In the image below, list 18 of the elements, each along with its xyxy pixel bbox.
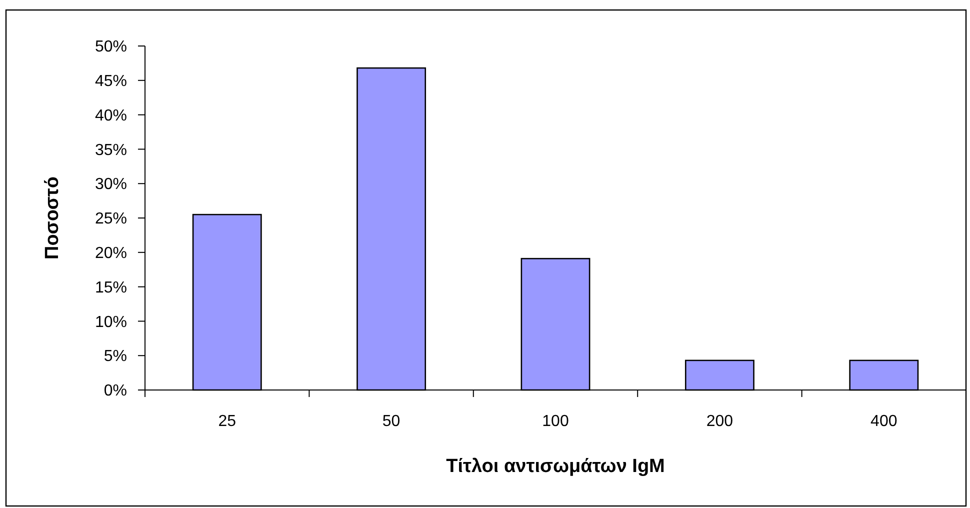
x-tick-label: 25 (218, 413, 236, 430)
y-tick-label: 5% (104, 348, 127, 366)
y-tick-label: 45% (94, 73, 127, 90)
y-tick-label: 20% (94, 245, 127, 262)
x-tick-label: 50 (382, 413, 400, 430)
y-tick-label: 50% (94, 38, 127, 56)
y-tick-label: 35% (94, 142, 127, 159)
x-axis-title: Τίτλοι αντισωμάτων IgM (446, 456, 665, 477)
x-tick-label: 200 (706, 413, 734, 430)
y-tick-label: 0% (104, 382, 127, 400)
x-tick-label: 100 (542, 413, 569, 430)
y-tick-label: 40% (94, 107, 127, 124)
y-axis-title: Ποσοστό (42, 176, 63, 260)
y-tick-label: 15% (94, 279, 127, 296)
y-tick-label: 25% (94, 210, 127, 228)
y-tick-label: 10% (94, 314, 127, 331)
x-tick-label: 400 (870, 413, 898, 430)
y-tick-label: 30% (94, 176, 127, 194)
